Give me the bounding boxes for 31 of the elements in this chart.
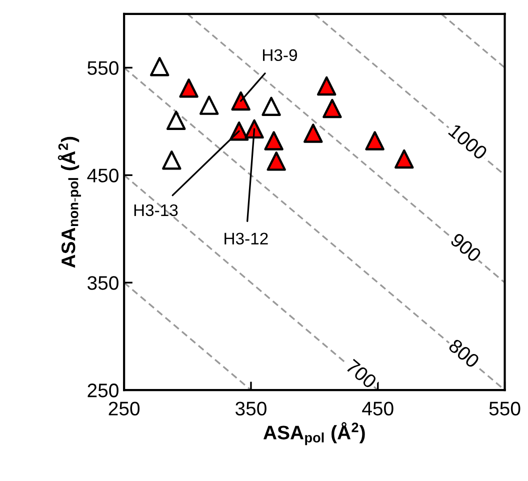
point bbox=[162, 150, 182, 170]
point bbox=[322, 98, 342, 118]
x-tick-label: 450 bbox=[362, 402, 394, 416]
y-tick-label: 350 bbox=[88, 276, 118, 290]
annotation: 800 bbox=[448, 338, 480, 369]
y-tick-label: 450 bbox=[87, 168, 118, 182]
x-tick-label: 250 bbox=[108, 402, 140, 416]
annotation: 700 bbox=[345, 358, 378, 390]
point bbox=[231, 91, 250, 111]
x-tick-label: 550 bbox=[489, 402, 520, 416]
point bbox=[199, 96, 219, 115]
x-axis-title: ASA$_{pol}$ (Å$^{2}$) bbox=[263, 422, 365, 446]
y-tick-label: 250 bbox=[88, 384, 118, 398]
point bbox=[394, 149, 414, 169]
point bbox=[266, 152, 286, 171]
annotation: H3-9 bbox=[263, 49, 297, 62]
y-tick-label: 550 bbox=[88, 61, 118, 75]
annotation: H3-12 bbox=[224, 232, 268, 245]
point bbox=[262, 96, 281, 116]
x-tick-label: 350 bbox=[236, 402, 266, 416]
annotation: H3-13 bbox=[134, 204, 178, 216]
y-axis-title: ASA$_{non‑pol}$ (Å$^{2}$) bbox=[58, 136, 81, 268]
point bbox=[316, 76, 336, 96]
point bbox=[179, 78, 198, 98]
annotation: 900 bbox=[450, 232, 482, 263]
point bbox=[150, 56, 170, 76]
point bbox=[264, 131, 284, 150]
point bbox=[166, 110, 186, 130]
point bbox=[244, 119, 264, 139]
point bbox=[365, 131, 384, 150]
point bbox=[304, 124, 323, 143]
